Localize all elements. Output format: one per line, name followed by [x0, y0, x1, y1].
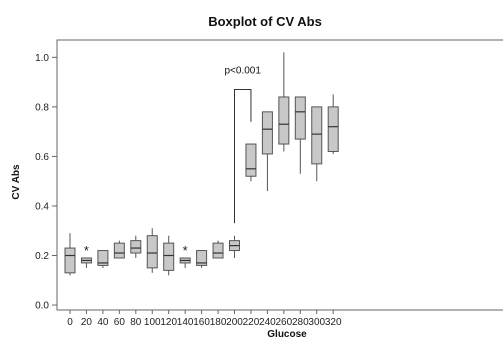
chart-title: Boxplot of CV Abs — [208, 14, 322, 29]
x-tick-label: 160 — [193, 317, 210, 328]
box-200 — [229, 235, 240, 258]
box-240 — [261, 111, 273, 192]
box-80 — [130, 235, 142, 258]
outlier-marker: * — [183, 243, 188, 258]
box-40 — [97, 250, 109, 268]
box-body — [212, 242, 224, 259]
boxes-layer: * * — [64, 52, 339, 276]
box-body — [146, 235, 158, 269]
box-220 — [245, 143, 257, 182]
box-0 — [64, 233, 76, 276]
box-160 — [196, 250, 208, 268]
box-body — [294, 96, 306, 140]
box-280 — [294, 96, 306, 174]
significance-annotation: p<0.001 — [225, 66, 262, 224]
x-tick-label: 300 — [308, 317, 325, 328]
x-tick-label: 200 — [226, 317, 243, 328]
box-body — [113, 242, 125, 259]
x-tick-label: 80 — [130, 317, 142, 328]
box-body — [163, 242, 175, 271]
box-60 — [113, 240, 125, 259]
box-300 — [311, 106, 323, 182]
box-body — [261, 111, 273, 155]
x-tick-label: 100 — [144, 317, 161, 328]
x-tick-label: 40 — [97, 317, 109, 328]
y-axis: 0.0 0.2 0.4 0.6 0.8 1.0 — [35, 53, 57, 312]
box-body — [327, 106, 339, 152]
box-140: * — [179, 243, 191, 268]
box-body — [97, 250, 109, 266]
y-axis-label: CV Abs — [11, 164, 22, 200]
x-tick-label: 240 — [259, 317, 276, 328]
y-tick-label: 0.0 — [35, 301, 49, 312]
box-320 — [327, 94, 339, 154]
x-tick-label: 120 — [160, 317, 177, 328]
y-tick-label: 1.0 — [35, 53, 49, 64]
x-tick-label: 20 — [81, 317, 93, 328]
box-body — [311, 106, 323, 165]
box-body — [196, 250, 208, 266]
box-20: * — [80, 243, 92, 268]
x-tick-label: 180 — [210, 317, 227, 328]
annotation-bracket — [234, 89, 252, 224]
x-tick-label: 220 — [243, 317, 260, 328]
y-tick-label: 0.8 — [35, 102, 49, 113]
x-tick-label: 280 — [292, 317, 309, 328]
box-120 — [163, 235, 175, 276]
annotation-text: p<0.001 — [225, 66, 262, 77]
x-axis-label: Glucose — [267, 329, 307, 340]
x-tick-label: 260 — [276, 317, 293, 328]
x-tick-label: 60 — [114, 317, 126, 328]
y-tick-label: 0.2 — [35, 251, 49, 262]
box-body — [130, 240, 142, 254]
x-tick-label: 320 — [325, 317, 342, 328]
plot-frame — [56, 39, 503, 311]
y-tick-label: 0.4 — [35, 201, 49, 212]
box-260 — [278, 52, 290, 152]
outlier-marker: * — [84, 243, 89, 258]
box-body — [64, 247, 76, 274]
x-tick-label: 140 — [177, 317, 194, 328]
box-100 — [146, 228, 158, 273]
box-body — [278, 96, 290, 145]
y-tick-label: 0.6 — [35, 152, 49, 163]
box-body — [245, 143, 257, 177]
x-tick-label: 0 — [67, 317, 73, 328]
x-axis: 0 20 40 60 80 100 120 140 160 180 200 220 240 260 280 3… — [67, 310, 342, 328]
box-180 — [212, 240, 224, 259]
